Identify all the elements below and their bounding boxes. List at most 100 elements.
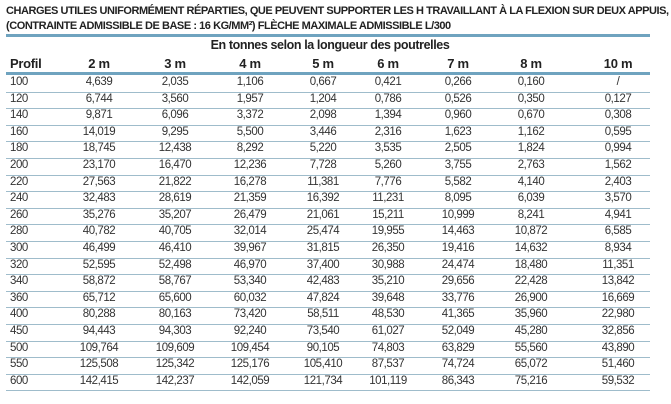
load-cell: 142,059 xyxy=(230,374,270,387)
load-cell: 22,980 xyxy=(601,308,635,321)
load-cell: 46,410 xyxy=(158,242,192,254)
load-cell: 109,764 xyxy=(79,341,119,354)
table-row: 450 94,443 94,303 92,240 73,540 61,027 52,049 4… xyxy=(6,324,650,342)
load-cell: 125,508 xyxy=(79,358,119,371)
load-cell: 125,176 xyxy=(230,358,270,371)
column-header: 5 m xyxy=(312,56,334,71)
load-cell: 22,428 xyxy=(514,275,548,288)
load-cell: 65,072 xyxy=(514,358,548,371)
profil-cell: 600 xyxy=(10,374,28,387)
profil-cell: 340 xyxy=(10,275,28,288)
load-cell: 52,595 xyxy=(82,258,116,271)
load-cell: 0,350 xyxy=(517,92,545,105)
load-cell: 2,763 xyxy=(517,159,545,171)
load-cell: 8,095 xyxy=(444,192,472,205)
load-cell: 105,410 xyxy=(303,358,343,371)
table-row: 240 32,483 28,619 21,359 16,392 11,231 8,095 6,… xyxy=(6,191,650,209)
load-cell: 35,960 xyxy=(514,308,548,321)
load-cell: 61,027 xyxy=(371,325,405,337)
load-cell: 9,295 xyxy=(161,125,189,138)
load-cell: 26,479 xyxy=(233,208,267,221)
load-cell: 0,160 xyxy=(517,76,545,88)
load-cell: 3,372 xyxy=(236,109,264,122)
table-row: 120 6,744 3,560 1,957 1,204 0,786 0,526 0,350 0,… xyxy=(6,92,650,110)
table-row: 220 27,563 21,822 16,278 11,381 7,776 5,582 4,1… xyxy=(6,175,650,193)
profil-cell: 120 xyxy=(10,92,28,105)
load-cell: 18,480 xyxy=(514,258,548,271)
load-cell: 5,582 xyxy=(444,175,472,188)
load-cell: 58,511 xyxy=(307,308,339,321)
load-cell: 51,460 xyxy=(601,358,635,371)
profil-cell: 500 xyxy=(10,341,28,354)
load-cell: 8,934 xyxy=(604,242,632,254)
table-row: 400 80,288 80,163 73,420 58,511 48,530 41,365 3… xyxy=(6,307,650,325)
load-cell: 30,988 xyxy=(371,258,405,271)
load-cell: 1,562 xyxy=(604,159,632,171)
load-cell: 1,623 xyxy=(444,125,472,138)
load-cell: 21,061 xyxy=(306,208,340,221)
load-cell: 23,170 xyxy=(82,159,116,171)
load-cell: 0,127 xyxy=(604,92,632,105)
load-cell: 80,163 xyxy=(158,308,192,321)
load-cell: 86,343 xyxy=(441,374,475,387)
profil-cell: 100 xyxy=(10,76,28,88)
profil-cell: 260 xyxy=(10,208,28,221)
load-cell: 26,350 xyxy=(371,242,405,254)
load-cell: 6,039 xyxy=(517,192,545,205)
load-cell: 55,560 xyxy=(514,341,548,354)
load-cell: 11,381 xyxy=(307,175,339,188)
load-cell: 16,669 xyxy=(601,291,635,304)
load-cell: 1,162 xyxy=(517,125,545,138)
profil-cell: 400 xyxy=(10,308,28,321)
column-header: 10 m xyxy=(603,56,633,71)
load-cell: 1,204 xyxy=(309,92,337,105)
table-row: 320 52,595 52,498 46,970 37,400 30,988 24,474 1… xyxy=(6,258,650,276)
load-cell: 142,415 xyxy=(79,374,119,387)
load-cell: 0,667 xyxy=(309,76,337,88)
load-cell: 58,872 xyxy=(82,275,116,288)
load-cell: 0,670 xyxy=(517,109,545,122)
load-cell: 5,260 xyxy=(374,159,402,171)
load-cell: 8,241 xyxy=(517,208,545,221)
load-cell: 0,994 xyxy=(604,142,632,155)
load-cell: 46,499 xyxy=(82,242,116,254)
column-header: 4 m xyxy=(239,56,261,71)
load-cell: 28,619 xyxy=(158,192,192,205)
load-cell: 59,532 xyxy=(601,374,635,387)
load-cell: 4,140 xyxy=(517,175,545,188)
load-cell: 40,782 xyxy=(82,225,116,238)
load-cell: 7,728 xyxy=(309,159,337,171)
column-header: 7 m xyxy=(447,56,469,71)
column-header: 2 m xyxy=(88,56,110,71)
load-cell: 8,292 xyxy=(236,142,264,155)
load-cell: 12,438 xyxy=(158,142,192,155)
load-cell: 41,365 xyxy=(441,308,475,321)
title-divider xyxy=(6,34,650,37)
column-header: Profil xyxy=(10,56,42,71)
table-subtitle: En tonnes selon la longueur des poutrell… xyxy=(210,38,450,52)
load-cell: 58,767 xyxy=(158,275,192,288)
table-row: 500 109,764 109,609 109,454 90,105 74,803 63,8… xyxy=(6,341,650,359)
load-cell: 1,957 xyxy=(236,92,264,105)
load-cell: 42,483 xyxy=(306,275,340,288)
load-cell: 10,872 xyxy=(514,225,548,238)
load-cell: 2,098 xyxy=(309,109,337,122)
load-cell: 31,815 xyxy=(306,242,340,254)
load-cell: 32,483 xyxy=(82,192,116,205)
load-cell: 92,240 xyxy=(233,325,267,337)
load-cell: 16,470 xyxy=(158,159,192,171)
table-row: 260 35,276 35,207 26,479 21,061 15,211 10,999 8… xyxy=(6,208,650,226)
load-cell: 35,276 xyxy=(82,208,116,221)
load-cell: 0,786 xyxy=(374,92,402,105)
load-cell: 27,563 xyxy=(82,175,116,188)
load-cell: 63,829 xyxy=(441,341,475,354)
load-cell: 14,019 xyxy=(82,125,116,138)
table-row: 600 142,415 142,237 142,059 121,734 101,119 86… xyxy=(6,374,650,392)
load-cell: 60,032 xyxy=(233,291,267,304)
load-cell: 43,890 xyxy=(601,341,635,354)
load-cell: 32,014 xyxy=(233,225,267,238)
load-cell: 1,106 xyxy=(236,76,264,88)
load-cell: 6,744 xyxy=(85,92,113,105)
load-cell: 87,537 xyxy=(371,358,405,371)
profil-cell: 550 xyxy=(10,358,28,371)
